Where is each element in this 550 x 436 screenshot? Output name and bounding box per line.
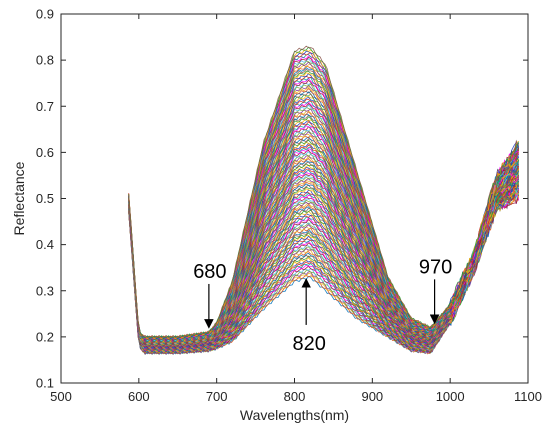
- spectrum-line: [129, 185, 519, 350]
- y-axis-label: Reflectance: [11, 161, 27, 235]
- spectrum-line: [129, 185, 519, 351]
- x-tick-label: 500: [50, 389, 72, 404]
- y-tick-label: 0.8: [36, 53, 54, 68]
- spectrum-line: [129, 191, 519, 353]
- y-tick-label: 0.3: [36, 283, 54, 298]
- x-tick-label: 800: [284, 389, 306, 404]
- y-tick-label: 0.9: [36, 7, 54, 22]
- x-tick-label: 1000: [436, 389, 465, 404]
- x-tick-label: 600: [128, 389, 150, 404]
- y-tick-label: 0.7: [36, 99, 54, 114]
- spectrum-line: [129, 185, 519, 350]
- y-tick-label: 0.5: [36, 191, 54, 206]
- x-tick-label: 1100: [514, 389, 542, 404]
- annotation-label: 820: [292, 333, 325, 355]
- y-tick-label: 0.6: [36, 145, 54, 160]
- x-tick-label: 900: [361, 389, 383, 404]
- spectrum-line: [129, 175, 519, 347]
- y-tick-label: 0.2: [36, 329, 54, 344]
- x-tick-label: 700: [206, 389, 228, 404]
- y-tick-label: 0.4: [36, 237, 54, 252]
- y-tick-label: 0.1: [36, 376, 54, 391]
- x-axis-label: Wavelengths(nm): [240, 407, 349, 423]
- spectrum-line: [129, 175, 519, 348]
- annotation-label: 970: [419, 256, 452, 278]
- annotation-label: 680: [193, 261, 226, 283]
- spectrum-line: [129, 191, 519, 353]
- spectrum-line: [129, 167, 519, 346]
- spectrum-line: [129, 191, 519, 352]
- spectra-curves: [129, 46, 519, 354]
